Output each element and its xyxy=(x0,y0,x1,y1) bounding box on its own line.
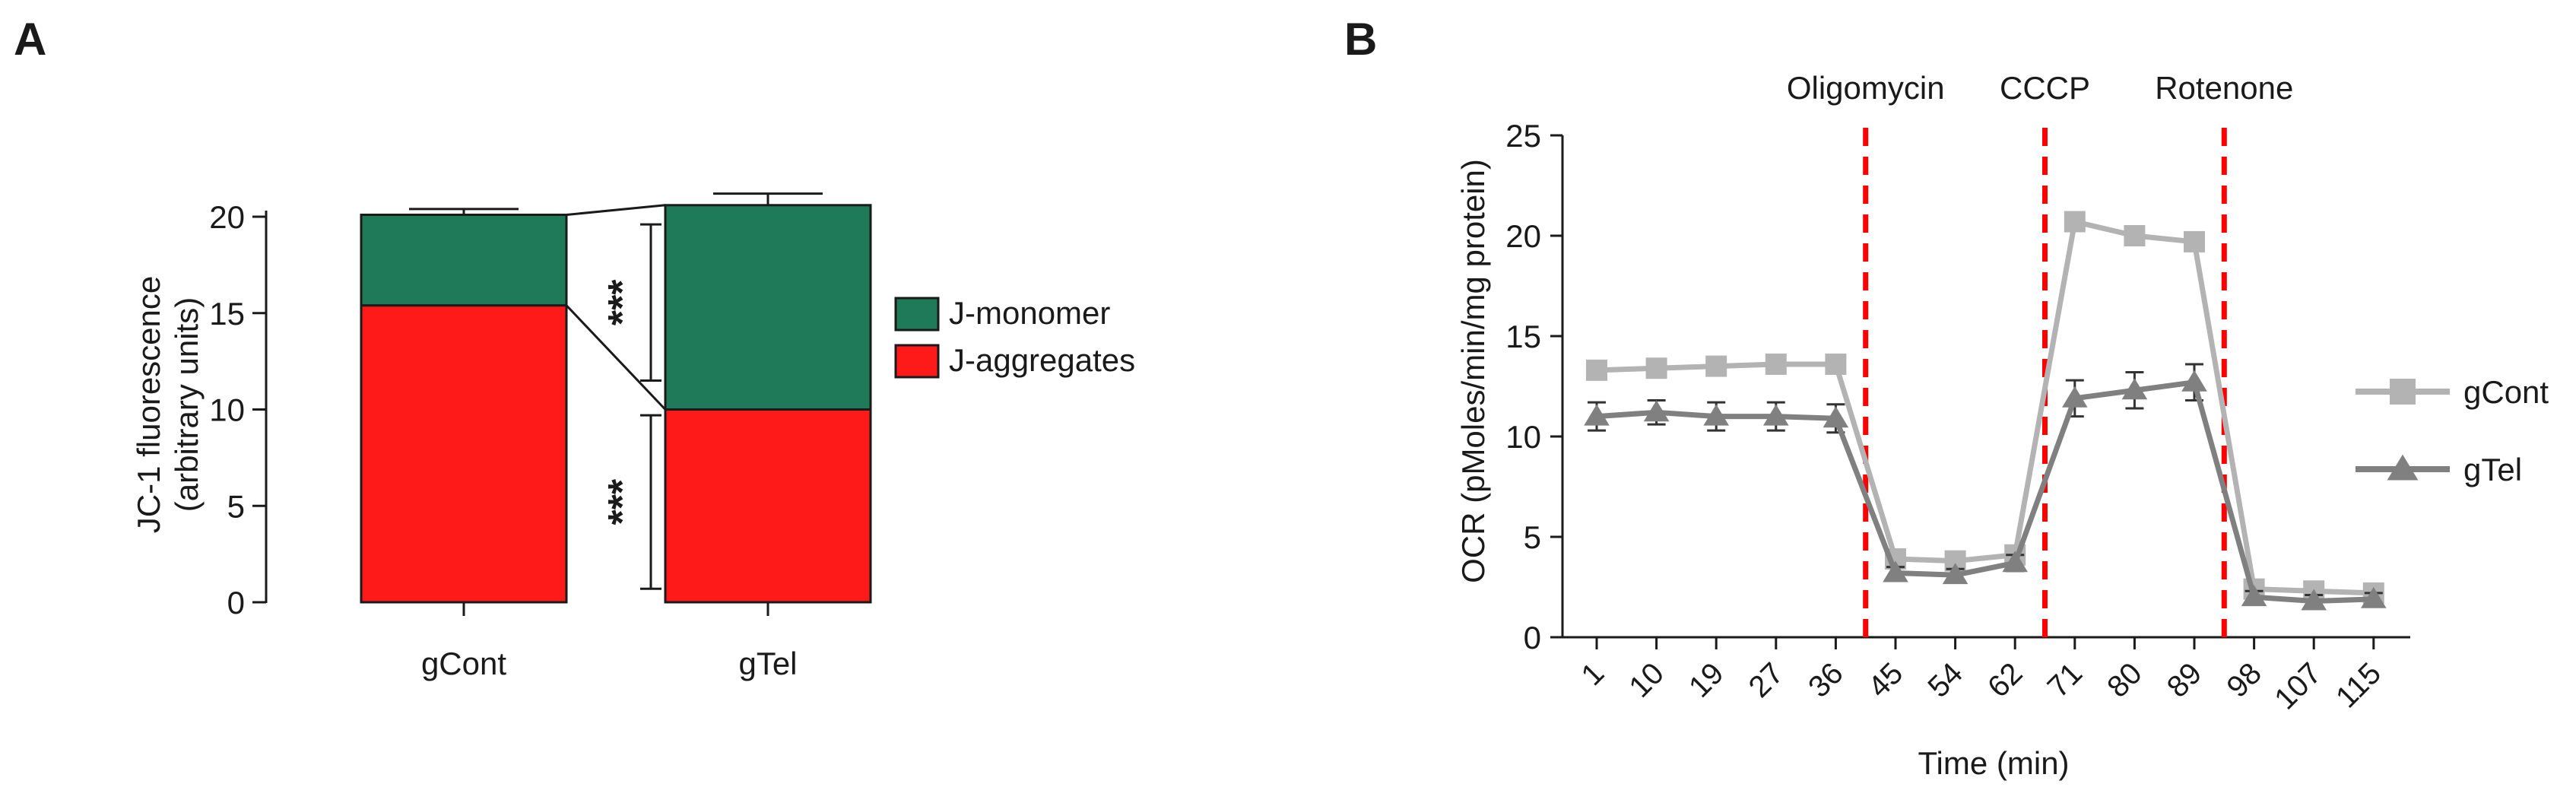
legend-label-gtel: gTel xyxy=(2463,452,2522,487)
data-point-gcont xyxy=(1705,355,1727,377)
significance-annotations: *** *** xyxy=(601,223,661,590)
panel-label-b: B xyxy=(1344,14,1377,65)
legend-marker-gtel xyxy=(2387,454,2419,481)
bar-j-monomer xyxy=(360,213,568,307)
x-tick-label: 54 xyxy=(1921,656,1969,704)
data-point-gcont xyxy=(1645,357,1667,379)
line-chart-x-label: Time (min) xyxy=(1918,745,2069,781)
y-tick-label: 15 xyxy=(209,296,245,332)
data-point-gtel xyxy=(1942,563,1968,585)
bar-chart-y-label-line2: (arbitrary units) xyxy=(169,297,205,512)
y-tick-label: 0 xyxy=(227,585,245,620)
bar-chart-jc1: JC-1 fluorescence (arbitrary units) 0 5 10… xyxy=(131,192,1135,681)
legend-label-gcont: gCont xyxy=(2463,374,2549,410)
significance-label: *** xyxy=(601,279,645,325)
data-point-gtel xyxy=(1823,406,1849,428)
x-tick-label: 62 xyxy=(1981,656,2029,704)
data-point-gtel xyxy=(1763,404,1789,426)
x-tick-label: 107 xyxy=(2268,656,2327,716)
data-point-gcont xyxy=(2124,225,2146,246)
y-tick-label: 10 xyxy=(1505,419,1541,455)
x-tick-label: 1 xyxy=(1575,656,1611,692)
legend-swatch-j-monomer xyxy=(894,297,940,332)
data-point-gtel xyxy=(2121,378,2148,400)
x-tick-label: 98 xyxy=(2220,656,2268,704)
y-tick-label: 5 xyxy=(1524,519,1541,555)
series-line-gtel xyxy=(1596,379,2374,604)
data-point-gtel xyxy=(2181,370,2207,392)
y-tick-label: 10 xyxy=(209,392,245,428)
treatment-markers: Oligomycin CCCP Rotenone xyxy=(1787,70,2293,637)
x-tick-label: 27 xyxy=(1743,656,1791,704)
x-tick-label: 36 xyxy=(1802,656,1850,704)
legend-swatch-j-aggregates xyxy=(894,344,940,379)
data-point-gtel xyxy=(1883,560,1908,582)
data-point-gtel xyxy=(2002,551,2028,573)
bar-j-monomer xyxy=(664,204,872,411)
treatment-label: CCCP xyxy=(2000,70,2090,106)
line-chart-axes: 0 5 10 15 20 25 1 10 19 27 36 45 54 62 71 80 89 98 107 115 xyxy=(1505,118,2410,716)
data-point-gtel xyxy=(1584,404,1610,426)
bar-chart-y-label: JC-1 fluorescence (arbitrary units) xyxy=(131,276,205,533)
bar-chart-x-axis: gCont gTel xyxy=(421,602,798,681)
data-point-gtel xyxy=(2301,589,2327,611)
data-point-gtel xyxy=(2062,386,2088,408)
y-tick-label: 15 xyxy=(1505,319,1541,354)
line-chart-y-label: OCR (pMoles/min/mg protein) xyxy=(1455,159,1491,583)
y-tick-label: 20 xyxy=(1505,218,1541,254)
data-point-gtel xyxy=(1703,404,1729,426)
treatment-label: Rotenone xyxy=(2155,70,2293,106)
data-point-gcont xyxy=(1586,359,1607,381)
x-tick-label: gCont xyxy=(421,646,506,681)
x-tick-label: gTel xyxy=(738,646,797,681)
bar-chart-bars xyxy=(360,192,872,604)
y-tick-label: 5 xyxy=(227,488,245,524)
legend-marker-gcont xyxy=(2390,379,2416,405)
significance-label: *** xyxy=(601,478,645,525)
legend-label-j-aggregates: J-aggregates xyxy=(949,342,1135,378)
bar-j-aggregates xyxy=(664,408,872,604)
treatment-label: Oligomycin xyxy=(1787,70,1945,106)
y-tick-label: 0 xyxy=(1524,620,1541,655)
data-point-gtel xyxy=(1643,400,1670,422)
x-tick-label: 45 xyxy=(1862,656,1910,704)
bar-chart-y-label-line1: JC-1 fluorescence xyxy=(131,276,167,533)
x-tick-label: 19 xyxy=(1683,656,1731,704)
data-point-gcont xyxy=(2184,230,2205,252)
y-tick-label: 25 xyxy=(1505,118,1541,154)
line-chart-legend: gCont gTel xyxy=(2356,374,2549,487)
legend-label-j-monomer: J-monomer xyxy=(949,295,1110,331)
x-tick-label: 80 xyxy=(2101,656,2149,704)
x-tick-label: 71 xyxy=(2041,656,2089,704)
line-chart-ocr: OCR (pMoles/min/mg protein) Time (min) 0… xyxy=(1455,70,2549,781)
x-tick-label: 10 xyxy=(1623,656,1670,704)
panel-label-a: A xyxy=(14,14,46,65)
bar-chart-legend: J-monomer J-aggregates xyxy=(894,295,1135,379)
bar-j-aggregates xyxy=(360,304,568,604)
data-point-gtel xyxy=(2241,585,2267,607)
y-tick-label: 20 xyxy=(209,199,245,235)
x-tick-label: 89 xyxy=(2161,656,2209,704)
data-point-gtel xyxy=(2361,586,2387,608)
connector-line-bottom xyxy=(565,304,667,411)
line-chart-series xyxy=(1584,211,2387,611)
data-point-gcont xyxy=(1825,353,1847,375)
x-tick-label: 115 xyxy=(2330,656,2387,714)
data-point-gcont xyxy=(1765,353,1787,375)
connector-line-top xyxy=(566,204,666,216)
bar-chart-y-axis: 0 5 10 15 20 xyxy=(209,199,268,620)
series-line-gcont xyxy=(1596,219,2374,596)
data-point-gcont xyxy=(2064,211,2086,233)
